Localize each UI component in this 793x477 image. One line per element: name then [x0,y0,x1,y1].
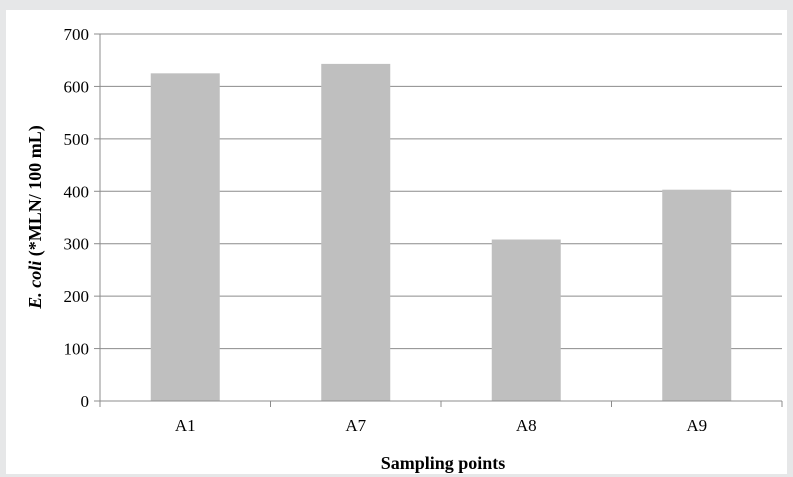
bar-a9 [662,189,732,401]
bar-a7 [321,63,391,402]
x-axis-title: Sampling points [381,453,506,473]
y-tick-label: 500 [64,130,90,149]
y-tick-label: 700 [64,25,90,44]
y-axis-title-rest: (*MLN/ 100 mL) [25,125,46,260]
x-tick-label: A7 [345,416,366,435]
bars [150,63,732,402]
y-axis-title-italic: E. coli [25,261,45,310]
y-tick-label: 600 [64,77,90,96]
x-axis-ticks: A1 A7 A8 A9 [99,401,783,435]
bar-a1 [150,73,220,402]
y-tick-label: 100 [64,340,90,359]
x-tick-label: A1 [175,416,196,435]
y-tick-label: 300 [64,235,90,254]
y-axis-title: E. coli (*MLN/ 100 mL) [25,125,46,309]
y-tick-label: 0 [81,392,90,411]
bar-a8 [491,239,561,401]
x-tick-label: A8 [516,416,537,435]
y-axis-ticks: 0 100 200 300 400 500 600 700 [64,25,100,411]
y-tick-label: 400 [64,182,90,201]
y-tick-label: 200 [64,287,90,306]
x-tick-label: A9 [686,416,707,435]
chart-panel [6,10,787,474]
